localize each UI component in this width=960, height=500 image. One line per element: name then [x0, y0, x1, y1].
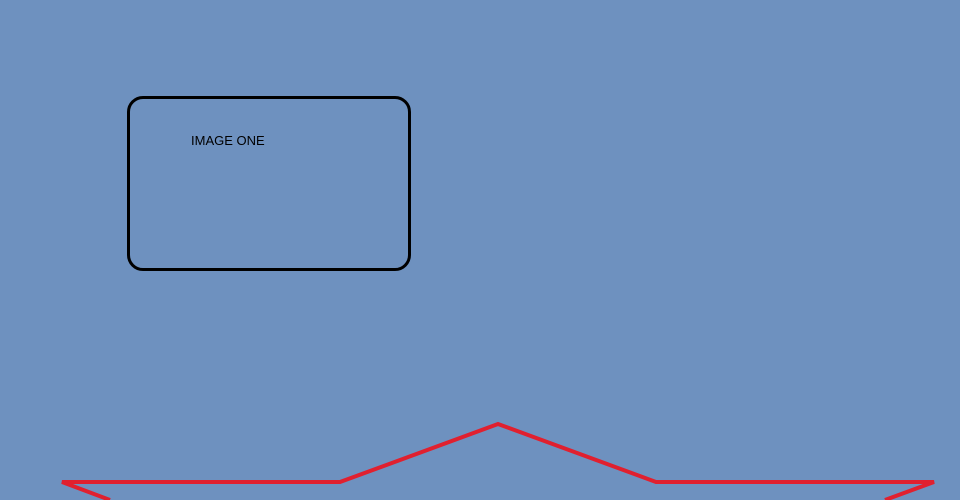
- star-outline-shape: [61, 421, 935, 500]
- image-one-label: IMAGE ONE: [191, 133, 265, 148]
- image-one-box: IMAGE ONE: [127, 96, 411, 271]
